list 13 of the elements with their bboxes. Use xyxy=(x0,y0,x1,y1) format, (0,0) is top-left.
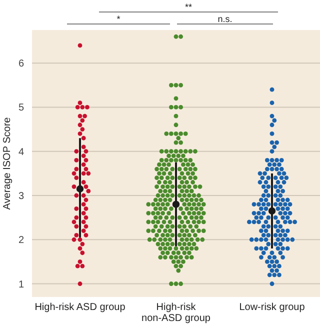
x-tick-label: High-risk non-ASD group xyxy=(142,302,211,324)
y-tick-label: 1 xyxy=(18,279,24,290)
y-tick-label: 4 xyxy=(18,146,24,158)
text: * xyxy=(116,14,121,24)
y-tick-label: 2 xyxy=(18,235,24,246)
y-axis-title: Average ISOP Score xyxy=(2,116,13,210)
y-tick-label: 6 xyxy=(18,58,24,70)
x-tick-label: High-risk ASD group xyxy=(34,302,126,313)
text: n.s. xyxy=(218,14,232,24)
y-tick-label: 3 xyxy=(18,190,24,202)
text: ** xyxy=(184,2,192,12)
y-tick-label: 5 xyxy=(18,102,24,114)
x-tick-label: Low-risk group xyxy=(239,302,306,313)
